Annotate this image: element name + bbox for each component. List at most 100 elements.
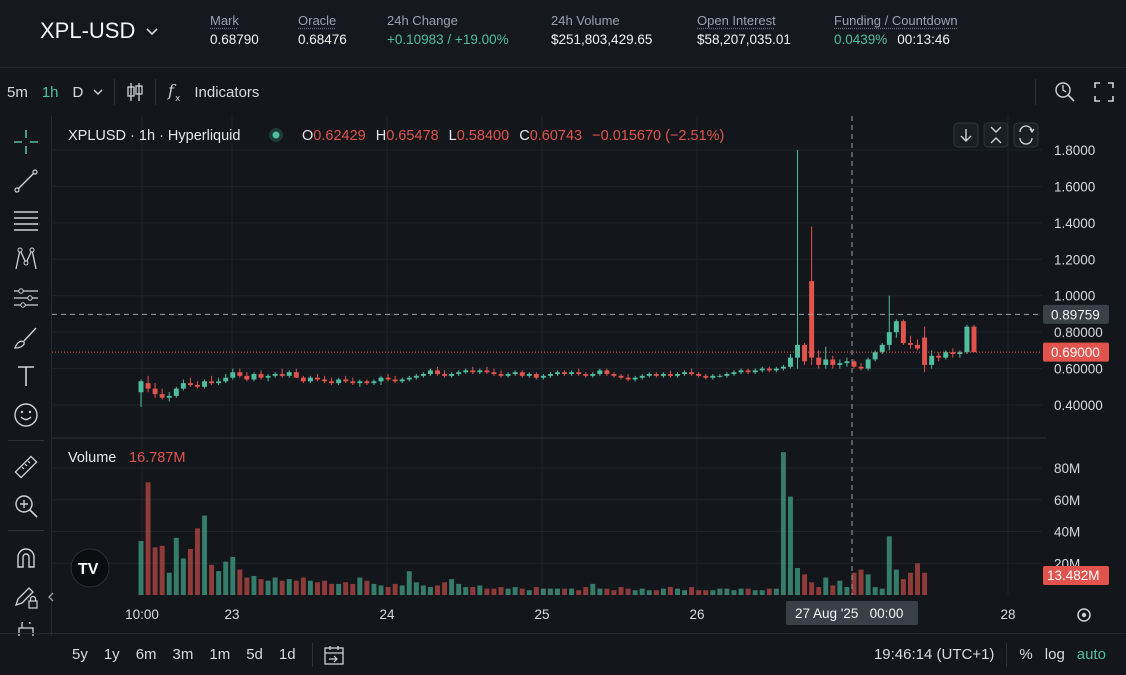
tradingview-logo[interactable]: TV (70, 548, 110, 588)
candle-body (427, 370, 433, 375)
candle-body (533, 374, 539, 378)
symbol-selector[interactable]: XPL-USD (40, 18, 159, 44)
scroll-to-latest-button[interactable] (953, 122, 979, 148)
fib-tool[interactable] (12, 206, 40, 234)
volume-bar (216, 571, 222, 595)
brush-tool[interactable] (12, 323, 40, 351)
candle-body (540, 375, 546, 378)
volume-bar (413, 582, 419, 595)
chart-canvas[interactable]: 0.40000 0.60000 0.80000 1.0000 1.2000 1.4000 1… (0, 68, 1126, 633)
collapse-icon (990, 126, 1002, 144)
emoji-tool[interactable] (12, 401, 40, 429)
fullscreen-icon[interactable] (1094, 82, 1114, 102)
candle-body (435, 370, 440, 375)
volume-bar (251, 575, 257, 595)
volume-bar (442, 582, 448, 595)
candle-body (322, 379, 328, 382)
volume-bar (851, 572, 857, 595)
candle-body (943, 352, 949, 358)
volume-tick-label: 80M (1054, 461, 1080, 476)
legend-change: −0.015670 (−2.51%) (592, 128, 724, 144)
interval-d[interactable]: D (72, 83, 84, 101)
range-1d[interactable]: 1d (278, 646, 296, 663)
interval-5m[interactable]: 5m (7, 83, 28, 101)
quick-search-icon[interactable] (1054, 81, 1076, 103)
smiley-icon (14, 403, 38, 427)
lock-drawings-tool[interactable] (12, 583, 40, 611)
range-5d[interactable]: 5d (246, 646, 263, 663)
reset-chart-button[interactable] (1013, 122, 1039, 148)
legend-h-label: H (376, 128, 386, 144)
svg-text:0.89759: 0.89759 (1051, 307, 1100, 322)
candle-body (957, 352, 963, 354)
volume-bar (879, 588, 885, 595)
oracle-label[interactable]: Oracle (298, 13, 337, 28)
volume-bar (435, 585, 440, 595)
candle-body (336, 379, 342, 384)
volume-bar (223, 561, 229, 595)
refresh-icon (1019, 125, 1035, 145)
funding-label[interactable]: Funding / Countdown (834, 13, 958, 28)
volume-bar (787, 496, 793, 595)
candle-body (484, 370, 490, 373)
toolbar-divider (1035, 79, 1036, 105)
volume-bar (802, 574, 808, 595)
candle-body (547, 374, 553, 376)
candle-body (886, 332, 892, 345)
volume-bar (315, 582, 320, 595)
candles-type-icon[interactable] (125, 81, 145, 103)
candle-body (442, 374, 448, 376)
trend-line-tool[interactable] (12, 167, 40, 195)
auto-toggle[interactable]: auto (1076, 646, 1106, 663)
candle-body (350, 381, 356, 384)
range-6m[interactable]: 6m (135, 646, 157, 663)
chart-settings-button[interactable] (1077, 608, 1091, 622)
volume-bar (865, 574, 871, 595)
candle-body (364, 381, 370, 384)
time-axis[interactable]: 10:00 23 24 25 26 28 (125, 607, 1015, 622)
volume-bar (915, 563, 920, 595)
interval-chevron-icon[interactable] (92, 86, 104, 98)
interval-1h[interactable]: 1h (41, 83, 59, 101)
open-interest-label[interactable]: Open Interest (697, 13, 776, 28)
price-axis[interactable]: 0.40000 0.60000 0.80000 1.0000 1.2000 1.4000 1… (1054, 143, 1103, 413)
volume-bar (653, 590, 659, 595)
mark-label[interactable]: Mark (210, 13, 239, 28)
volume-bar (752, 590, 758, 595)
percent-toggle[interactable]: % (1019, 646, 1033, 663)
candle-body (780, 366, 786, 369)
candle-body (795, 344, 800, 358)
ruler-tool[interactable] (12, 453, 40, 481)
crosshair-tool[interactable] (12, 128, 40, 156)
log-toggle[interactable]: log (1044, 646, 1065, 663)
volume-bar (237, 569, 243, 595)
text-tool[interactable] (12, 362, 40, 390)
range-1y[interactable]: 1y (103, 646, 120, 663)
price-tick-label: 1.8000 (1054, 143, 1095, 158)
collapse-toolbar-icon[interactable] (47, 591, 55, 603)
candle-body (689, 372, 695, 375)
range-1m[interactable]: 1m (209, 646, 231, 663)
candle-body (166, 395, 172, 398)
collapse-pane-button[interactable] (983, 122, 1009, 148)
go-to-date-icon[interactable] (323, 644, 345, 666)
zoom-tool[interactable] (12, 492, 40, 520)
candle-body (936, 355, 942, 358)
range-5y[interactable]: 5y (72, 646, 88, 663)
range-3m[interactable]: 3m (172, 646, 194, 663)
magnet-tool[interactable] (12, 544, 40, 572)
candle-body (216, 381, 222, 384)
volume-bar (562, 588, 568, 595)
volume-bar (823, 577, 829, 595)
timezone-clock[interactable]: 19:46:14 (UTC+1) (873, 646, 995, 663)
change-label: 24h Change (387, 13, 458, 28)
candle-body (611, 374, 617, 376)
time-tick-label: 26 (689, 607, 704, 622)
svg-text:27 Aug '25 00:00: 27 Aug '25 00:00 (795, 606, 903, 621)
candle-body (195, 384, 200, 387)
pattern-tool[interactable] (12, 245, 40, 273)
prediction-tool[interactable] (12, 284, 40, 312)
